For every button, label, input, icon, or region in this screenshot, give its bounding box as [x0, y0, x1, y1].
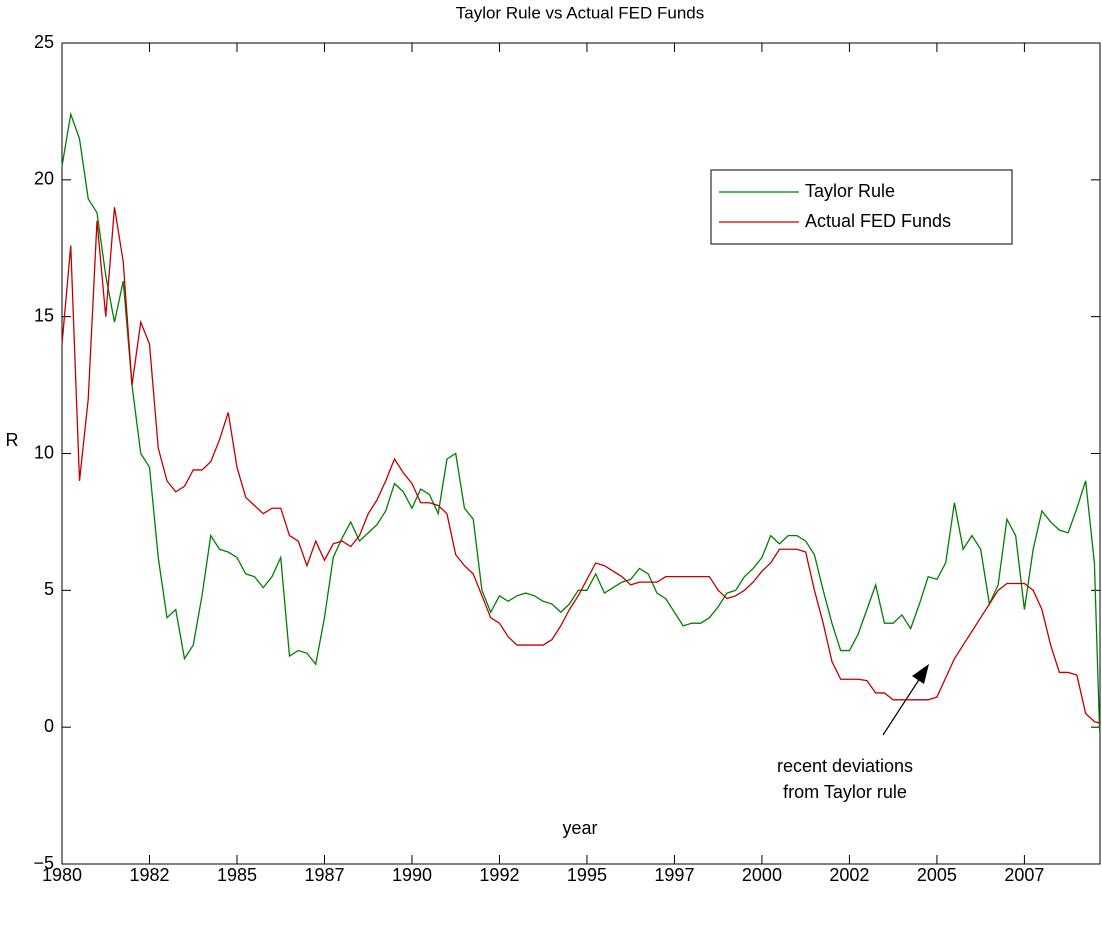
x-tick-label: 1997 — [654, 865, 694, 885]
y-tick-label: −5 — [33, 853, 54, 873]
y-tick-label: 10 — [34, 442, 54, 462]
y-tick-label: 25 — [34, 32, 54, 52]
x-tick-label: 1980 — [42, 865, 82, 885]
series-line — [61, 207, 1100, 724]
chart-title: Taylor Rule vs Actual FED Funds — [456, 3, 704, 22]
y-tick-label: 5 — [44, 579, 54, 599]
y-tick-label: 0 — [44, 716, 54, 736]
x-tick-label: 1992 — [479, 865, 519, 885]
y-tick-label: 15 — [34, 305, 54, 325]
x-tick-label: 2000 — [742, 865, 782, 885]
x-tick-label: 2005 — [917, 865, 957, 885]
x-tick-label: 1995 — [567, 865, 607, 885]
y-tick-label: 20 — [34, 169, 54, 189]
x-tick-label: 1985 — [217, 865, 257, 885]
legend-label: Taylor Rule — [805, 181, 895, 201]
x-axis-label: year — [562, 818, 597, 838]
arrow-shaft — [882, 671, 925, 736]
annotation-text: from Taylor rule — [783, 782, 907, 802]
arrow-head — [912, 664, 929, 684]
legend-box — [710, 169, 1013, 245]
legend: Taylor Rule Actual FED Funds — [710, 169, 1013, 245]
x-tick-label: 1987 — [304, 865, 344, 885]
y-axis-label: R — [6, 430, 19, 450]
x-tick-label: 2002 — [829, 865, 869, 885]
annotation-arrow — [882, 664, 929, 736]
legend-label: Actual FED Funds — [805, 211, 951, 231]
series-line — [61, 111, 1101, 733]
x-tick-label: 1990 — [392, 865, 432, 885]
x-tick-label: 1982 — [129, 865, 169, 885]
x-tick-label: 2007 — [1004, 865, 1044, 885]
annotation-text: recent deviations — [777, 756, 913, 776]
